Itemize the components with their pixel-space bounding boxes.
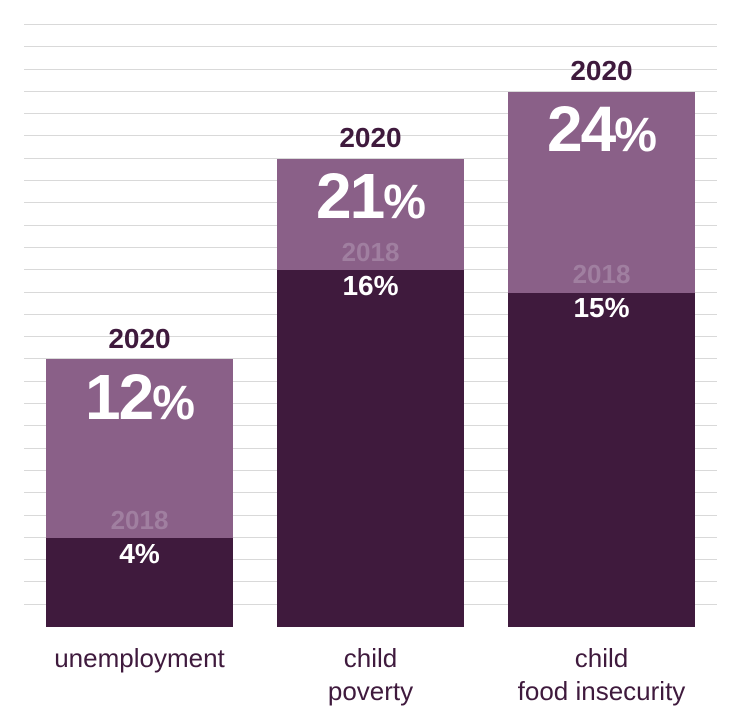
value-2020-label: 21% xyxy=(277,164,464,228)
bar-group: 2020 12% 20184% xyxy=(46,25,233,627)
bar-group: 2020 21% 201816% xyxy=(277,25,464,627)
year-2020-label: 2020 xyxy=(508,55,695,87)
value-2020-number: 21 xyxy=(316,160,383,232)
value-2020-number: 24 xyxy=(547,93,614,165)
category-label: child food insecurity xyxy=(508,642,695,707)
value-2020-label: 24% xyxy=(508,97,695,161)
bar-2018 xyxy=(508,293,695,627)
year-2018-label: 2018 xyxy=(46,505,233,536)
value-2018-label: 16% xyxy=(277,270,464,302)
value-2018-number: 4 xyxy=(119,538,135,569)
percent-sign: % xyxy=(614,109,656,162)
value-2020-number: 12 xyxy=(85,361,152,433)
year-2018-label: 2018 xyxy=(277,237,464,268)
plot-area: 202012%20184%202021%201816%202024%201815… xyxy=(24,24,717,627)
value-2018-label: 15% xyxy=(508,292,695,324)
percent-sign: % xyxy=(383,176,425,229)
value-2018-label: 4% xyxy=(46,538,233,570)
category-label: unemployment xyxy=(46,642,233,707)
bar-group: 2020 24% 201815% xyxy=(508,25,695,627)
bar-chart: 202012%20184%202021%201816%202024%201815… xyxy=(0,0,741,717)
year-2020-label: 2020 xyxy=(46,323,233,355)
year-2020-label: 2020 xyxy=(277,122,464,154)
bar-2018 xyxy=(277,270,464,627)
year-2018-label: 2018 xyxy=(508,259,695,290)
category-label: child poverty xyxy=(277,642,464,707)
percent-sign: % xyxy=(152,377,194,430)
value-2018-number: 15 xyxy=(573,292,604,323)
value-2018-number: 16 xyxy=(342,270,373,301)
x-axis-labels: unemployment child poverty child food inse… xyxy=(24,642,717,707)
bars-container: 202012%20184%202021%201816%202024%201815… xyxy=(24,25,717,627)
value-2020-label: 12% xyxy=(46,365,233,429)
